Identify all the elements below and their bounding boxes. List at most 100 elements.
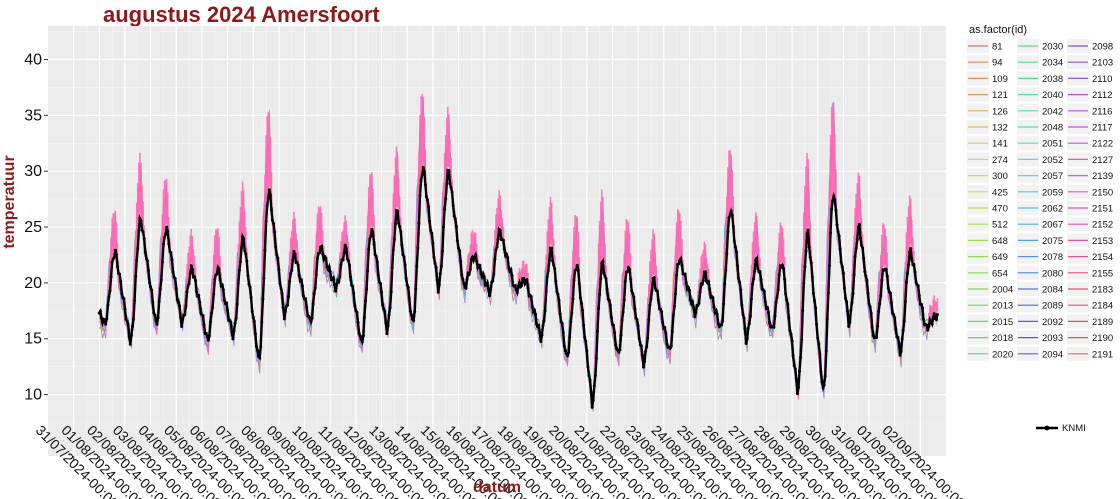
knmi-point	[680, 263, 684, 267]
knmi-point	[513, 284, 517, 288]
knmi-point	[392, 237, 396, 241]
knmi-point	[689, 298, 692, 302]
knmi-point	[596, 329, 599, 333]
knmi-point	[834, 208, 838, 212]
knmi-point	[419, 178, 423, 182]
knmi-point	[299, 278, 303, 282]
knmi-point	[698, 290, 702, 294]
knmi-point	[898, 353, 902, 357]
knmi-point	[683, 272, 687, 276]
knmi-point	[567, 351, 571, 355]
knmi-point	[460, 273, 464, 277]
knmi-point	[198, 301, 202, 304]
knmi-point	[231, 337, 235, 341]
knmi-point	[381, 303, 385, 307]
knmi-point	[686, 286, 690, 290]
knmi-point	[436, 290, 440, 294]
knmi-point	[659, 307, 663, 311]
knmi-point	[246, 274, 250, 277]
knmi-point	[786, 302, 790, 306]
knmi-point	[288, 279, 292, 283]
knmi-point	[478, 263, 482, 267]
knmi-point	[607, 299, 611, 303]
knmi-point	[341, 258, 345, 262]
knmi-point	[426, 198, 429, 202]
knmi-point	[598, 293, 602, 296]
knmi-point	[311, 302, 315, 306]
y-tick-label: 15	[24, 331, 42, 348]
legend-label: 274	[992, 155, 1008, 166]
knmi-point	[628, 267, 632, 271]
knmi-point	[422, 170, 426, 173]
knmi-point	[777, 273, 781, 277]
knmi-point	[747, 322, 751, 326]
knmi-point	[485, 281, 489, 285]
knmi-point	[462, 282, 466, 285]
knmi-point	[164, 232, 168, 236]
legend: 81 94 109 121 126 132 141 274 300 425 470 512 648 649…	[967, 39, 1113, 361]
knmi-point	[179, 316, 183, 320]
knmi-point	[631, 292, 635, 296]
knmi-point	[932, 312, 936, 316]
legend-label: 2057	[1042, 171, 1063, 182]
knmi-point	[226, 309, 230, 313]
legend-label: 2067	[1042, 220, 1063, 231]
knmi-point	[724, 268, 728, 272]
knmi-point	[173, 277, 177, 281]
knmi-point	[820, 380, 824, 384]
knmi-point	[759, 278, 763, 282]
knmi-point	[210, 311, 214, 315]
knmi-point	[868, 305, 872, 309]
knmi-point	[380, 290, 383, 294]
knmi-point	[222, 298, 226, 302]
knmi-point	[452, 214, 456, 218]
knmi-point	[415, 264, 419, 268]
knmi-point	[107, 295, 111, 299]
knmi-point	[295, 260, 299, 264]
knmi-point	[370, 227, 374, 231]
knmi-point	[833, 198, 837, 202]
knmi-point	[365, 287, 369, 291]
knmi-point	[661, 320, 665, 324]
knmi-point	[789, 332, 793, 336]
knmi-point	[824, 349, 828, 353]
knmi-point	[384, 321, 388, 325]
knmi-point	[636, 324, 640, 328]
knmi-point	[372, 243, 376, 246]
knmi-point	[277, 268, 281, 271]
knmi-point	[496, 237, 500, 241]
knmi-point	[532, 308, 536, 312]
legend-label: 2094	[1042, 349, 1063, 360]
knmi-point	[552, 263, 556, 267]
knmi-point	[860, 243, 863, 247]
legend-label: 2093	[1042, 333, 1063, 344]
knmi-point	[879, 294, 883, 298]
legend-label: 648	[992, 236, 1008, 247]
knmi-point	[362, 315, 366, 319]
knmi-point	[256, 348, 259, 352]
knmi-point	[859, 236, 862, 240]
knmi-point	[418, 194, 422, 197]
knmi-point	[854, 246, 858, 250]
knmi-point	[464, 286, 468, 290]
knmi-point	[413, 310, 417, 314]
knmi-point	[484, 284, 488, 287]
knmi-point	[673, 304, 676, 308]
knmi-point	[176, 300, 180, 304]
legend-label: 2098	[1092, 42, 1113, 53]
knmi-point	[327, 265, 331, 269]
knmi-point	[714, 309, 718, 312]
knmi-point	[542, 319, 546, 323]
knmi-point	[135, 259, 139, 262]
knmi-point	[183, 313, 187, 317]
knmi-point	[403, 263, 407, 267]
knmi-point	[123, 307, 127, 311]
knmi-point	[630, 289, 634, 293]
legend-label: 2059	[1042, 187, 1063, 198]
knmi-point	[458, 249, 462, 253]
knmi-point	[605, 287, 609, 291]
knmi-point	[687, 288, 691, 292]
knmi-point	[252, 319, 256, 323]
knmi-point	[439, 264, 443, 268]
knmi-point	[101, 321, 104, 325]
